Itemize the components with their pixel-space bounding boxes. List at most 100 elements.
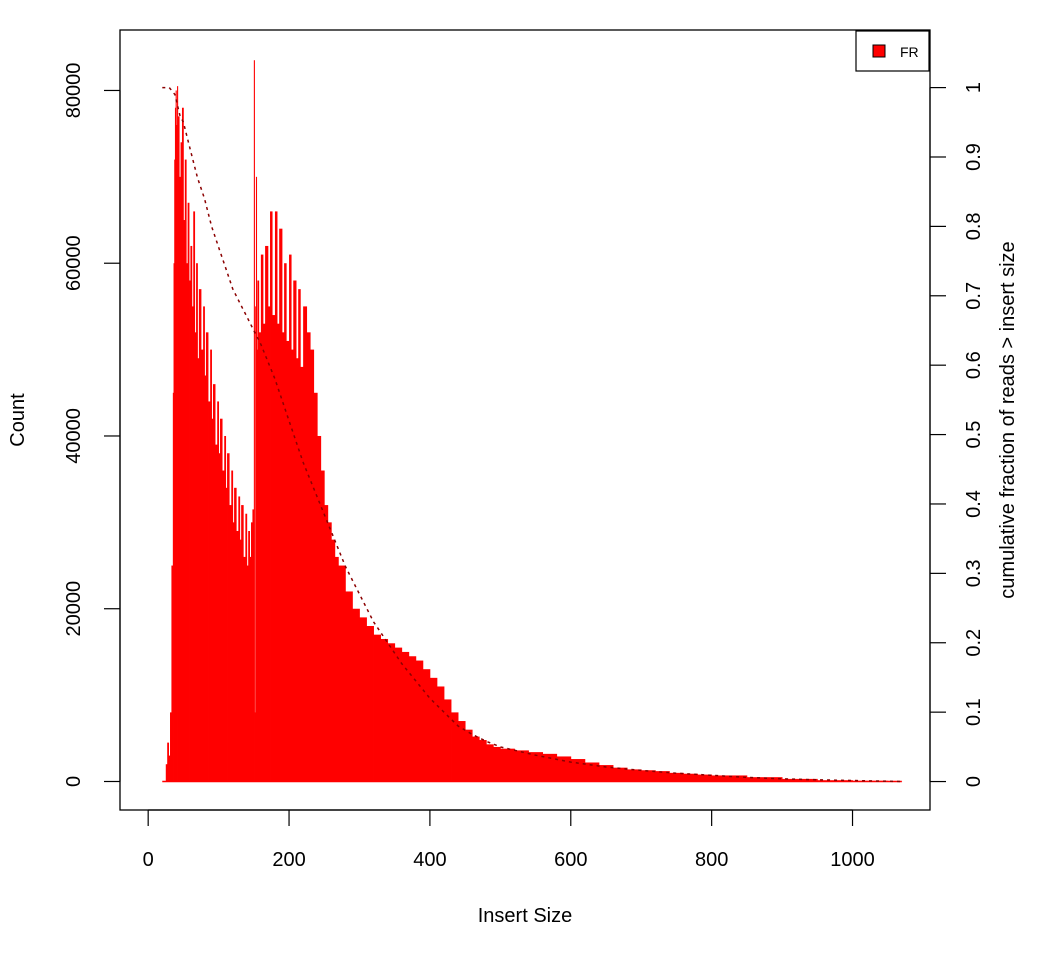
y2-tick-label: 0.4 xyxy=(963,490,985,518)
y2-tick-label: 0.9 xyxy=(963,143,985,171)
histogram-bar xyxy=(641,770,656,782)
histogram-bar xyxy=(191,306,194,782)
y-tick-label: 80000 xyxy=(63,63,85,119)
histogram-bar xyxy=(345,591,353,782)
histogram-bar xyxy=(251,522,253,782)
histogram-bar xyxy=(218,453,221,782)
histogram-bar xyxy=(255,306,257,782)
histogram-bar xyxy=(289,254,292,782)
histogram-bar xyxy=(366,626,374,782)
histogram-bar xyxy=(458,721,466,782)
histogram-bar xyxy=(180,142,183,782)
y-axis-title: Count xyxy=(7,393,29,447)
histogram-bar xyxy=(222,470,225,782)
histogram-bar xyxy=(165,764,168,782)
histogram-bar xyxy=(277,323,280,782)
histogram-bar xyxy=(394,647,403,782)
histogram-bar xyxy=(669,772,684,782)
plot-frame xyxy=(119,29,931,811)
histogram-bar xyxy=(380,638,389,782)
y2-tick-label: 0.1 xyxy=(963,698,985,726)
histogram-bar xyxy=(190,245,193,782)
histogram-bar xyxy=(655,771,670,782)
histogram-bar xyxy=(249,556,252,782)
histogram-bar xyxy=(303,306,308,782)
histogram-bar xyxy=(300,366,304,782)
cumulative-curve xyxy=(162,86,902,783)
y2-tick-label: 0.3 xyxy=(963,559,985,587)
x-tick-label: 400 xyxy=(413,849,446,871)
histogram-bar xyxy=(246,565,249,782)
histogram-bar xyxy=(282,332,285,782)
histogram-bar xyxy=(746,777,783,782)
histogram-bar xyxy=(584,762,600,782)
histogram-bar xyxy=(211,418,214,782)
histogram-bar xyxy=(298,289,301,782)
histogram-bar xyxy=(373,634,382,782)
y2-tick-label: 0 xyxy=(963,776,985,787)
legend-label-fr: FR xyxy=(900,44,919,60)
histogram-bar xyxy=(542,753,558,782)
histogram-bar xyxy=(387,643,396,782)
histogram-bar xyxy=(422,669,431,782)
histogram-bar xyxy=(252,509,255,782)
y2-tick-label: 0.6 xyxy=(963,351,985,379)
x-tick-label: 600 xyxy=(554,849,587,871)
histogram-bar xyxy=(313,392,318,782)
histogram-bar xyxy=(408,656,417,782)
histogram-bar xyxy=(204,375,207,782)
x-tick-label: 200 xyxy=(272,849,305,871)
histogram-bar xyxy=(220,418,223,782)
histogram-bar xyxy=(683,773,698,782)
histogram-bar xyxy=(493,746,501,782)
histogram-bar xyxy=(331,539,336,782)
histogram-bar xyxy=(248,531,250,782)
histogram-bar xyxy=(208,401,211,782)
x-tick-label: 1000 xyxy=(830,849,875,871)
histogram-bars xyxy=(162,60,903,783)
histogram-bar xyxy=(183,220,186,782)
x-axis-title: Insert Size xyxy=(478,905,572,927)
histogram-bar xyxy=(479,740,487,782)
histogram-bar xyxy=(310,349,315,782)
histogram-bar xyxy=(334,556,339,782)
histogram-bar xyxy=(627,769,642,782)
histogram-bar xyxy=(291,349,294,782)
y2-tick-label: 0.5 xyxy=(963,421,985,449)
histogram-bar xyxy=(711,775,748,782)
histogram-bar xyxy=(258,332,262,782)
histogram-bar xyxy=(203,306,205,782)
histogram-bar xyxy=(359,617,367,782)
histogram-bar xyxy=(194,332,197,782)
histogram-bar xyxy=(224,435,227,782)
y2-tick-label: 1 xyxy=(963,82,985,93)
histogram-bar xyxy=(184,159,187,782)
histogram-bar xyxy=(167,742,169,782)
histogram-bar xyxy=(451,712,459,782)
histogram-bar xyxy=(260,254,264,782)
histogram-bar xyxy=(570,759,586,782)
histogram-bar xyxy=(257,280,260,782)
histogram-bar xyxy=(179,176,181,782)
histogram-bar xyxy=(196,263,198,782)
histogram-bar xyxy=(170,712,172,782)
histogram-bar xyxy=(217,401,220,782)
histogram-bar xyxy=(436,686,445,782)
histogram-bar xyxy=(293,280,297,782)
histogram-bar xyxy=(255,176,258,782)
histogram-bar xyxy=(176,125,178,782)
histogram-bar xyxy=(415,660,424,782)
histogram-bar xyxy=(215,444,218,782)
histogram-bar xyxy=(197,358,200,782)
histogram-bar xyxy=(189,280,191,782)
histogram-bar xyxy=(401,651,410,782)
histogram-bar xyxy=(175,90,177,782)
y-tick-label: 0 xyxy=(63,776,85,787)
histogram-bar xyxy=(212,384,216,782)
x-tick-label: 800 xyxy=(695,849,728,871)
histogram-bar xyxy=(256,349,258,782)
histogram-bar xyxy=(274,211,278,782)
histogram-bar xyxy=(227,453,230,782)
histogram-bar xyxy=(198,289,202,782)
